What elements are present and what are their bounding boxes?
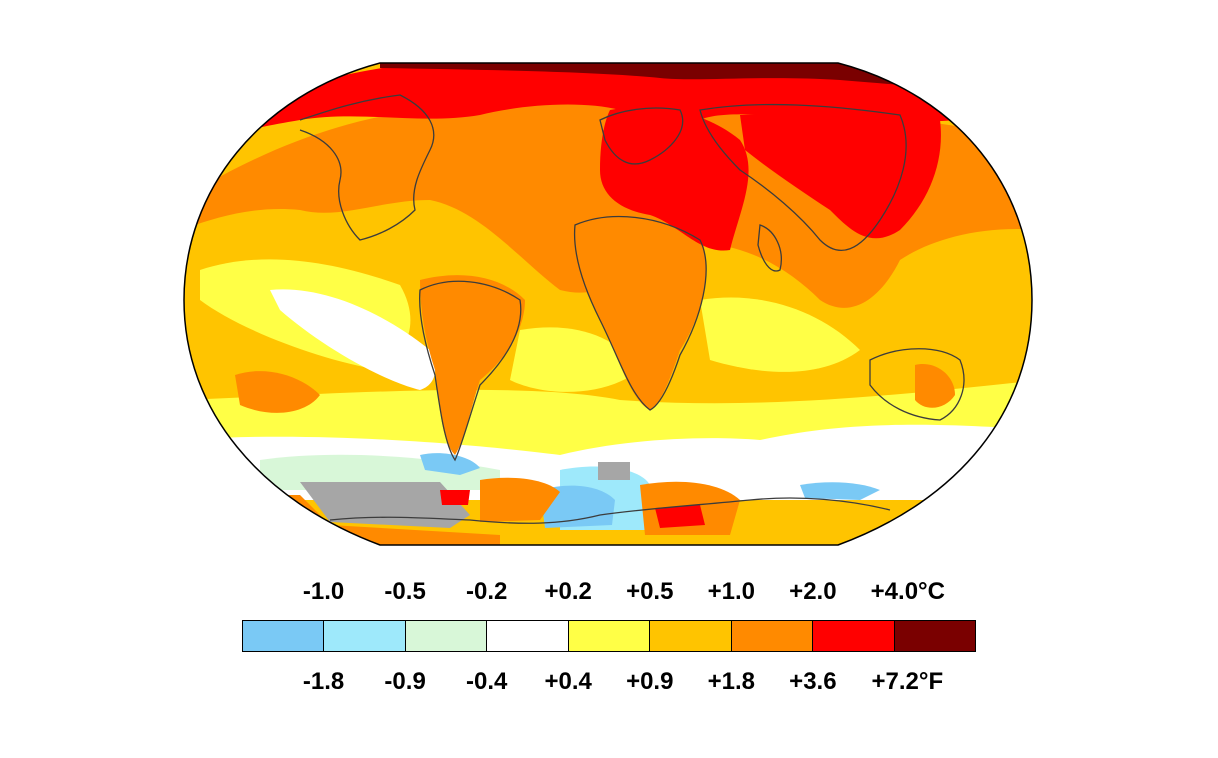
coastline-india <box>757 224 782 272</box>
legend-color-bar <box>242 620 976 652</box>
legend-fahrenheit-tick: +1.8 <box>707 668 756 695</box>
orange-south-pacific <box>235 371 320 413</box>
legend-swatch <box>323 621 405 651</box>
legend-celsius-tick: +1.0 <box>707 578 756 605</box>
antarctic-red-spot-west <box>440 490 470 505</box>
legend-fahrenheit-tick: -0.4 <box>465 668 508 695</box>
yellow-patch-atlantic <box>510 327 640 392</box>
legend-fahrenheit-tick: +0.4 <box>544 668 592 695</box>
legend-celsius-tick: -0.2 <box>465 578 508 605</box>
legend-celsius-tick: -0.5 <box>384 578 426 605</box>
orange-africa <box>570 215 707 410</box>
coastline-south-america <box>419 280 522 462</box>
coastline-australia <box>869 348 965 421</box>
blue-patch-weddell <box>420 453 480 475</box>
yellow-patch-indian <box>700 297 860 372</box>
legend-celsius-tick: +4.0°C <box>870 578 945 605</box>
globe-outline <box>183 62 1033 546</box>
legend-celsius-tick: +0.5 <box>626 578 674 605</box>
white-patch-pacific <box>270 289 436 390</box>
coastline-asia <box>699 103 907 251</box>
orange-australia <box>915 364 955 408</box>
legend-swatch <box>486 621 568 651</box>
legend-swatch <box>893 621 975 651</box>
legend-swatch <box>730 621 813 651</box>
legend-swatch <box>649 621 731 651</box>
legend-swatch <box>404 621 487 651</box>
coastline-africa <box>573 216 707 411</box>
red-arctic-band <box>184 63 1032 140</box>
legend-celsius-tick: -1.0 <box>302 578 345 605</box>
legend-fahrenheit-tick: +0.9 <box>626 668 674 695</box>
temperature-anomaly-map <box>183 62 1033 546</box>
gray-no-data-west <box>300 482 470 528</box>
legend-celsius-tick: +2.0 <box>789 578 837 605</box>
legend-celsius-tick: +0.2 <box>544 578 592 605</box>
legend-fahrenheit-tick: -0.9 <box>384 668 426 695</box>
blue-patch-east <box>800 482 880 500</box>
red-eurasia <box>600 106 749 251</box>
gray-no-data-center <box>598 462 630 480</box>
coastline-antarctica <box>329 497 891 524</box>
legend-fahrenheit-tick: +3.6 <box>789 668 837 695</box>
legend-swatch <box>567 621 650 651</box>
legend-swatch <box>812 621 894 651</box>
orange-south-america <box>420 275 525 455</box>
red-asia-east <box>740 112 941 239</box>
coastline-north-america <box>299 94 435 241</box>
legend-fahrenheit-tick: -1.8 <box>302 668 345 695</box>
blue-patch-antarctica <box>540 485 615 528</box>
coastline-europe <box>599 107 684 165</box>
antarctic-orange-center <box>480 477 560 522</box>
legend-fahrenheit-tick: +7.2°F <box>871 668 944 695</box>
legend-swatch <box>243 621 324 651</box>
antarctic-red-spot <box>655 505 705 528</box>
